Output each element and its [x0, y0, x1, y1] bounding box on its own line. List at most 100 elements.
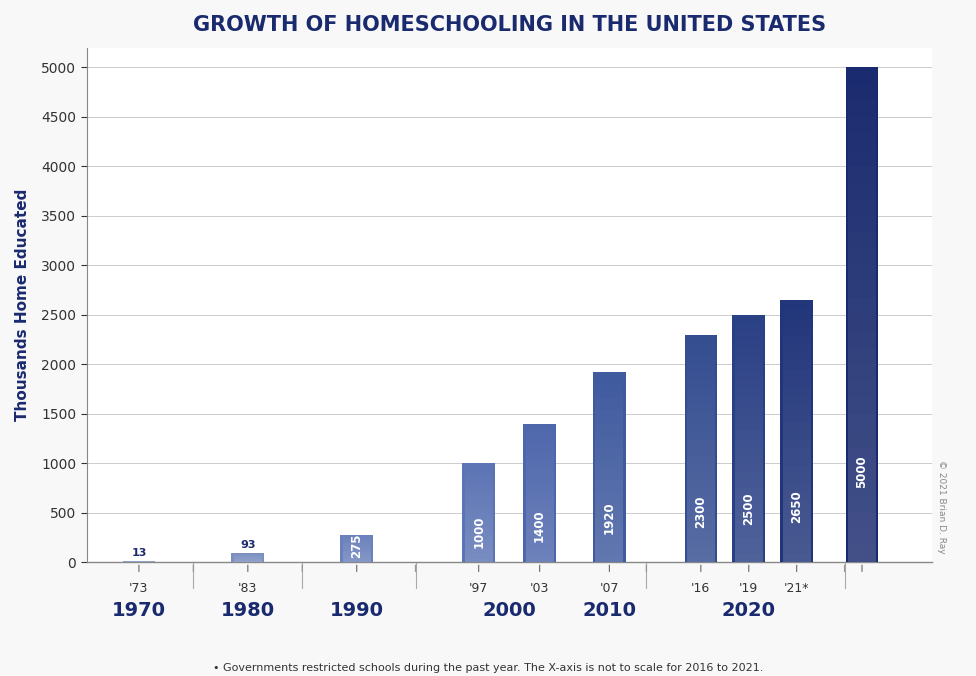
Bar — [783, 344, 811, 353]
Bar — [735, 315, 762, 323]
Bar — [783, 527, 811, 536]
Bar — [465, 559, 493, 562]
Bar — [783, 458, 811, 466]
Bar — [343, 555, 371, 556]
Bar — [526, 535, 553, 539]
Bar — [526, 475, 553, 479]
Bar — [735, 364, 762, 372]
Bar — [783, 327, 811, 335]
Text: '21*: '21* — [784, 582, 809, 595]
Bar — [783, 335, 811, 344]
Bar — [465, 556, 493, 559]
Bar — [735, 455, 762, 464]
Bar — [735, 546, 762, 554]
Bar — [595, 391, 624, 397]
Bar — [783, 300, 811, 309]
Bar — [595, 448, 624, 455]
Bar — [526, 553, 553, 558]
Bar — [465, 539, 493, 543]
Text: 1980: 1980 — [221, 601, 275, 620]
Bar — [735, 505, 762, 513]
Bar — [526, 530, 553, 535]
Bar — [783, 414, 811, 422]
Bar — [848, 315, 875, 331]
Bar — [526, 525, 553, 530]
Bar — [848, 216, 875, 233]
Bar — [848, 233, 875, 249]
Bar — [848, 381, 875, 397]
Bar — [465, 510, 493, 513]
Text: 1970: 1970 — [112, 601, 166, 620]
Bar — [465, 536, 493, 539]
Bar — [595, 544, 624, 550]
Bar — [526, 521, 553, 525]
Bar — [848, 431, 875, 447]
Bar — [526, 507, 553, 512]
Bar — [735, 488, 762, 496]
Bar — [465, 552, 493, 556]
Bar — [735, 356, 762, 364]
Bar — [465, 470, 493, 473]
Bar — [595, 372, 624, 379]
Bar — [848, 249, 875, 266]
Bar — [526, 447, 553, 452]
Bar — [595, 442, 624, 448]
Bar — [732, 315, 765, 562]
Bar — [343, 556, 371, 557]
Bar — [526, 433, 553, 437]
Bar — [465, 493, 493, 496]
Text: 1920: 1920 — [603, 502, 616, 534]
Bar — [526, 442, 553, 447]
Bar — [687, 441, 714, 449]
Bar — [687, 509, 714, 517]
Bar — [343, 545, 371, 546]
Title: GROWTH OF HOMESCHOOLING IN THE UNITED STATES: GROWTH OF HOMESCHOOLING IN THE UNITED ST… — [192, 15, 826, 35]
Bar — [735, 521, 762, 529]
Bar — [735, 554, 762, 562]
Bar — [783, 475, 811, 484]
Bar — [526, 484, 553, 489]
Bar — [783, 536, 811, 545]
Text: 1000: 1000 — [472, 515, 485, 548]
Bar — [848, 84, 875, 101]
Bar — [735, 464, 762, 472]
Bar — [343, 539, 371, 541]
Bar — [465, 464, 493, 466]
Text: 13: 13 — [131, 548, 146, 558]
Bar — [735, 339, 762, 348]
Bar — [845, 68, 878, 562]
Bar — [848, 101, 875, 117]
Bar — [783, 449, 811, 458]
Bar — [465, 473, 493, 477]
Bar — [735, 496, 762, 505]
Bar — [526, 456, 553, 461]
Bar — [848, 480, 875, 496]
Bar — [526, 437, 553, 442]
Bar — [848, 331, 875, 348]
Bar — [687, 350, 714, 358]
Bar — [343, 546, 371, 547]
Bar — [593, 372, 626, 562]
Bar — [595, 537, 624, 544]
Bar — [783, 518, 811, 527]
Bar — [595, 474, 624, 480]
Bar — [848, 447, 875, 464]
Bar — [848, 298, 875, 315]
Bar — [595, 550, 624, 556]
Bar — [687, 555, 714, 562]
Bar — [595, 531, 624, 537]
Bar — [595, 455, 624, 461]
Bar — [687, 335, 714, 342]
Bar — [783, 545, 811, 554]
Bar — [783, 353, 811, 361]
Bar — [465, 477, 493, 480]
Bar — [783, 466, 811, 475]
Text: '03: '03 — [530, 582, 549, 595]
Bar — [848, 183, 875, 199]
Bar — [465, 516, 493, 520]
Text: 275: 275 — [350, 534, 363, 558]
Bar — [735, 389, 762, 397]
Bar — [343, 550, 371, 551]
Bar — [463, 464, 495, 562]
Bar — [123, 561, 155, 562]
